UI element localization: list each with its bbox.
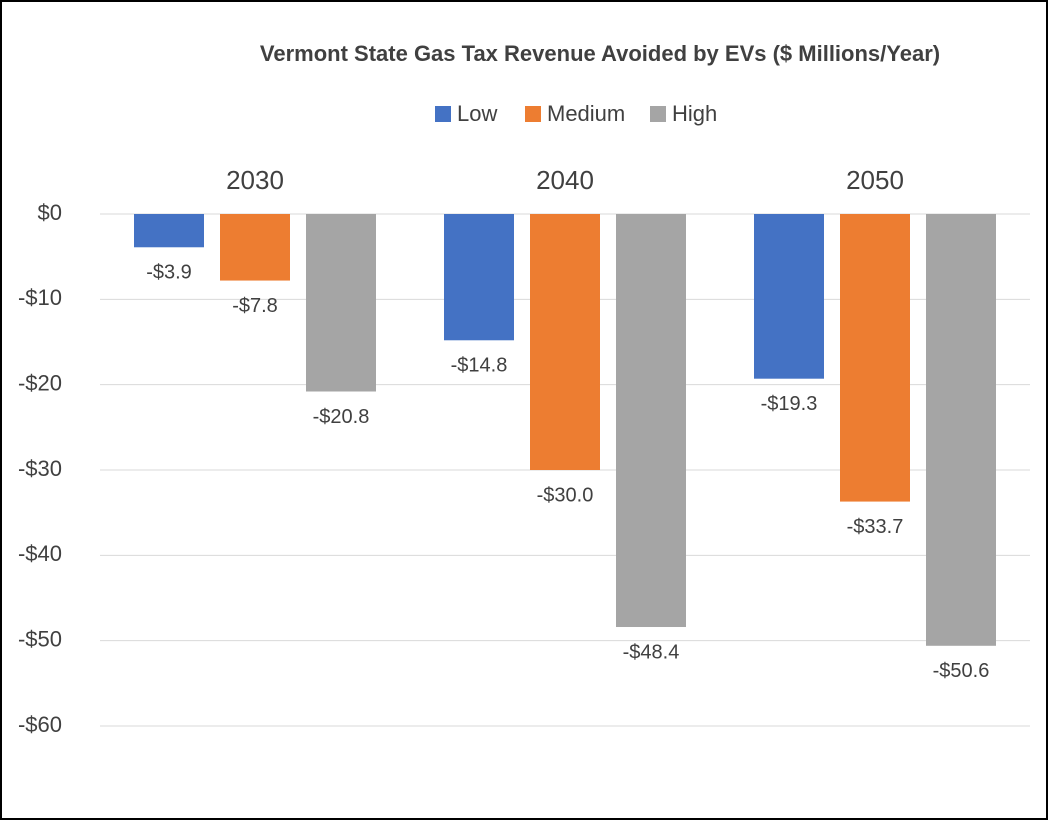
legend-label: Medium	[547, 101, 625, 126]
legend-swatch	[650, 106, 666, 122]
value-label: -$19.3	[761, 393, 818, 415]
value-label: -$20.8	[313, 406, 370, 428]
legend-label: Low	[457, 101, 497, 126]
legend-label: High	[672, 101, 717, 126]
y-tick-label: -$40	[18, 541, 62, 566]
value-label: -$3.9	[146, 262, 192, 284]
y-tick-label: -$20	[18, 370, 62, 395]
legend-swatch	[525, 106, 541, 122]
chart-title: Vermont State Gas Tax Revenue Avoided by…	[260, 41, 940, 66]
bar	[530, 214, 600, 470]
value-label: -$14.8	[451, 355, 508, 377]
category-label: 2050	[846, 165, 904, 195]
bar	[306, 214, 376, 392]
value-label: -$48.4	[623, 641, 680, 663]
value-label: -$7.8	[232, 295, 278, 317]
y-tick-label: -$10	[18, 285, 62, 310]
bar	[840, 214, 910, 502]
bar	[926, 214, 996, 646]
y-tick-label: -$50	[18, 626, 62, 651]
bar	[754, 214, 824, 379]
value-label: -$33.7	[847, 516, 904, 538]
y-tick-label: $0	[38, 200, 62, 225]
legend-swatch	[435, 106, 451, 122]
bar	[220, 214, 290, 281]
category-label: 2030	[226, 165, 284, 195]
bar	[444, 214, 514, 341]
y-tick-label: -$60	[18, 712, 62, 737]
y-tick-label: -$30	[18, 456, 62, 481]
bar	[616, 214, 686, 628]
value-label: -$30.0	[537, 484, 594, 506]
category-label: 2040	[536, 165, 594, 195]
value-label: -$50.6	[933, 660, 990, 682]
bar	[134, 214, 204, 248]
